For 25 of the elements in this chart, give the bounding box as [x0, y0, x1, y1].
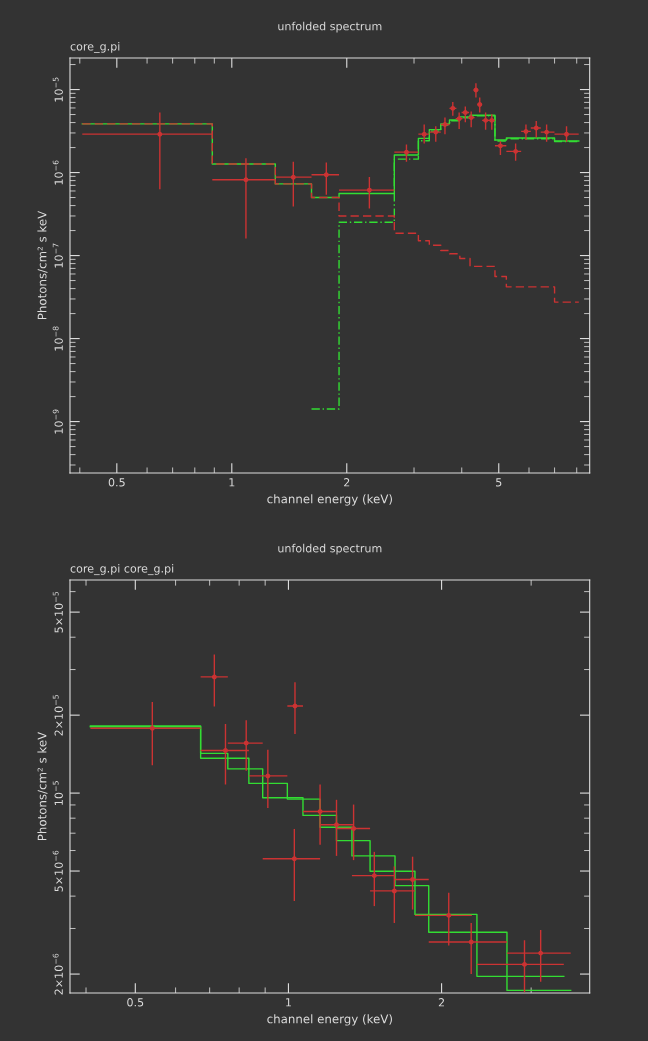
y-tick-label: 10$^{−6}$: [52, 160, 63, 185]
x-tick-label: 1: [286, 998, 291, 1007]
y-tick-label: 10$^{−5}$: [52, 77, 63, 102]
y-axis-title: Photons/cm² s keV: [37, 210, 48, 320]
x-axis-title: channel energy (keV): [267, 1014, 392, 1026]
x-tick-label: 2: [438, 998, 444, 1007]
chart-title: unfolded spectrum: [278, 21, 382, 33]
y-tick-label: 2×10$^{−5}$: [52, 694, 63, 736]
x-axis-title: channel energy (keV): [267, 494, 392, 506]
x-tick-label: 0.5: [108, 478, 125, 487]
x-tick-label: 1: [229, 478, 235, 487]
y-tick-label: 2×10$^{−6}$: [52, 953, 63, 995]
y-tick-label: 10$^{−7}$: [52, 243, 63, 268]
y-axis-title: Photons/cm² s keV: [37, 731, 48, 841]
y-tick-label: 10$^{−5}$: [52, 781, 63, 805]
chart-title: unfolded spectrum: [278, 543, 382, 555]
y-tick-label: 10$^{−8}$: [52, 326, 63, 351]
x-tick-label: 0.5: [127, 998, 144, 1007]
chart-subtitle: core_g.pi core_g.pi: [70, 564, 174, 576]
chart-subtitle: core_g.pi: [70, 41, 120, 53]
x-tick-label: 5: [496, 478, 502, 487]
x-tick-label: 2: [344, 478, 350, 487]
y-tick-label: 5×10$^{−6}$: [52, 850, 63, 892]
y-tick-label: 5×10$^{−5}$: [52, 591, 63, 633]
y-tick-label: 10$^{−9}$: [52, 409, 63, 434]
